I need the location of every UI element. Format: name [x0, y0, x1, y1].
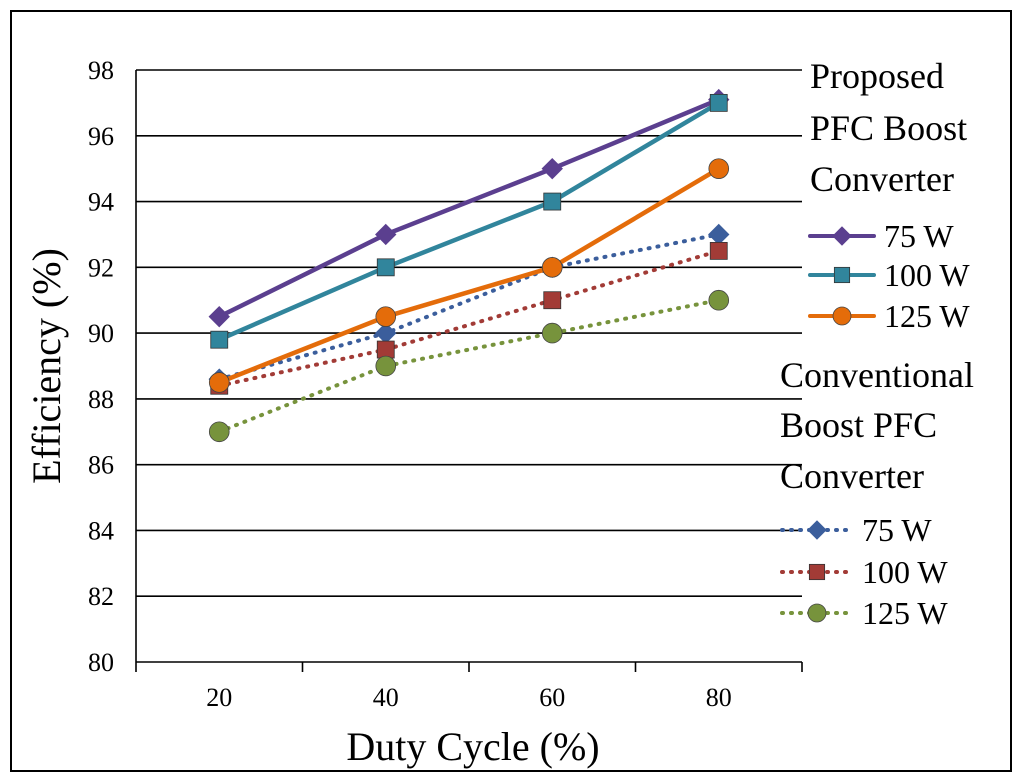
y-tick-label: 92: [88, 253, 114, 282]
data-point: [709, 93, 728, 112]
legend-marker: [807, 603, 827, 623]
chart-frame: [10, 10, 1012, 772]
data-point: [208, 372, 230, 393]
y-tick-label: 82: [88, 582, 114, 611]
series-line: [217, 97, 721, 319]
data-point: [541, 257, 563, 278]
legend-label: 75 W: [884, 218, 954, 254]
data-point: [376, 258, 395, 277]
x-tick-label: 60: [539, 683, 565, 712]
y-tick-label: 84: [88, 516, 114, 545]
x-axis-title: Duty Cycle (%): [346, 724, 599, 769]
data-point: [376, 340, 395, 359]
x-tick-label: 80: [706, 683, 732, 712]
legend-group-title: Converter: [780, 456, 924, 496]
x-tick-label: 20: [206, 683, 232, 712]
legend-group-title: Boost PFC: [780, 405, 937, 445]
legend-group-title: Converter: [810, 159, 954, 199]
data-point: [708, 289, 730, 311]
y-tick-label: 86: [88, 451, 114, 480]
y-tick-label: 94: [88, 188, 114, 217]
legend-marker: [833, 266, 851, 284]
data-point: [375, 355, 397, 377]
legend-group-title: Proposed: [810, 56, 944, 96]
data-point: [375, 223, 397, 246]
data-point: [541, 157, 563, 180]
data-point: [210, 330, 229, 349]
legend-label: 125 W: [862, 595, 948, 631]
data-point: [543, 291, 562, 310]
data-point: [375, 306, 397, 327]
series-line: [217, 248, 721, 388]
data-point: [708, 158, 730, 179]
legend-marker: [832, 226, 852, 246]
legend-label: 75 W: [862, 512, 932, 548]
legend-label: 125 W: [884, 298, 970, 334]
legend-label: 100 W: [884, 257, 970, 293]
legend-group-title: Conventional: [780, 355, 974, 395]
legend-label: 100 W: [862, 554, 948, 590]
data-point: [208, 421, 230, 443]
data-point: [543, 192, 562, 211]
y-tick-label: 88: [88, 385, 114, 414]
y-tick-label: 98: [88, 56, 114, 85]
legend-marker: [807, 520, 827, 540]
y-tick-label: 96: [88, 122, 114, 151]
data-point: [541, 322, 563, 344]
series-line: [217, 298, 721, 434]
y-tick-label: 90: [88, 319, 114, 348]
x-tick-label: 40: [373, 683, 399, 712]
data-point: [708, 223, 730, 246]
data-point: [709, 241, 728, 260]
y-tick-label: 80: [88, 648, 114, 677]
y-axis-title: Efficiency (%): [24, 248, 69, 484]
legend-group-title: PFC Boost: [810, 108, 967, 148]
series-line: [217, 166, 721, 385]
series-line: [217, 232, 721, 382]
legend-marker: [808, 563, 826, 581]
legend-marker: [832, 306, 852, 326]
data-point: [208, 305, 230, 328]
series-line: [217, 100, 721, 342]
